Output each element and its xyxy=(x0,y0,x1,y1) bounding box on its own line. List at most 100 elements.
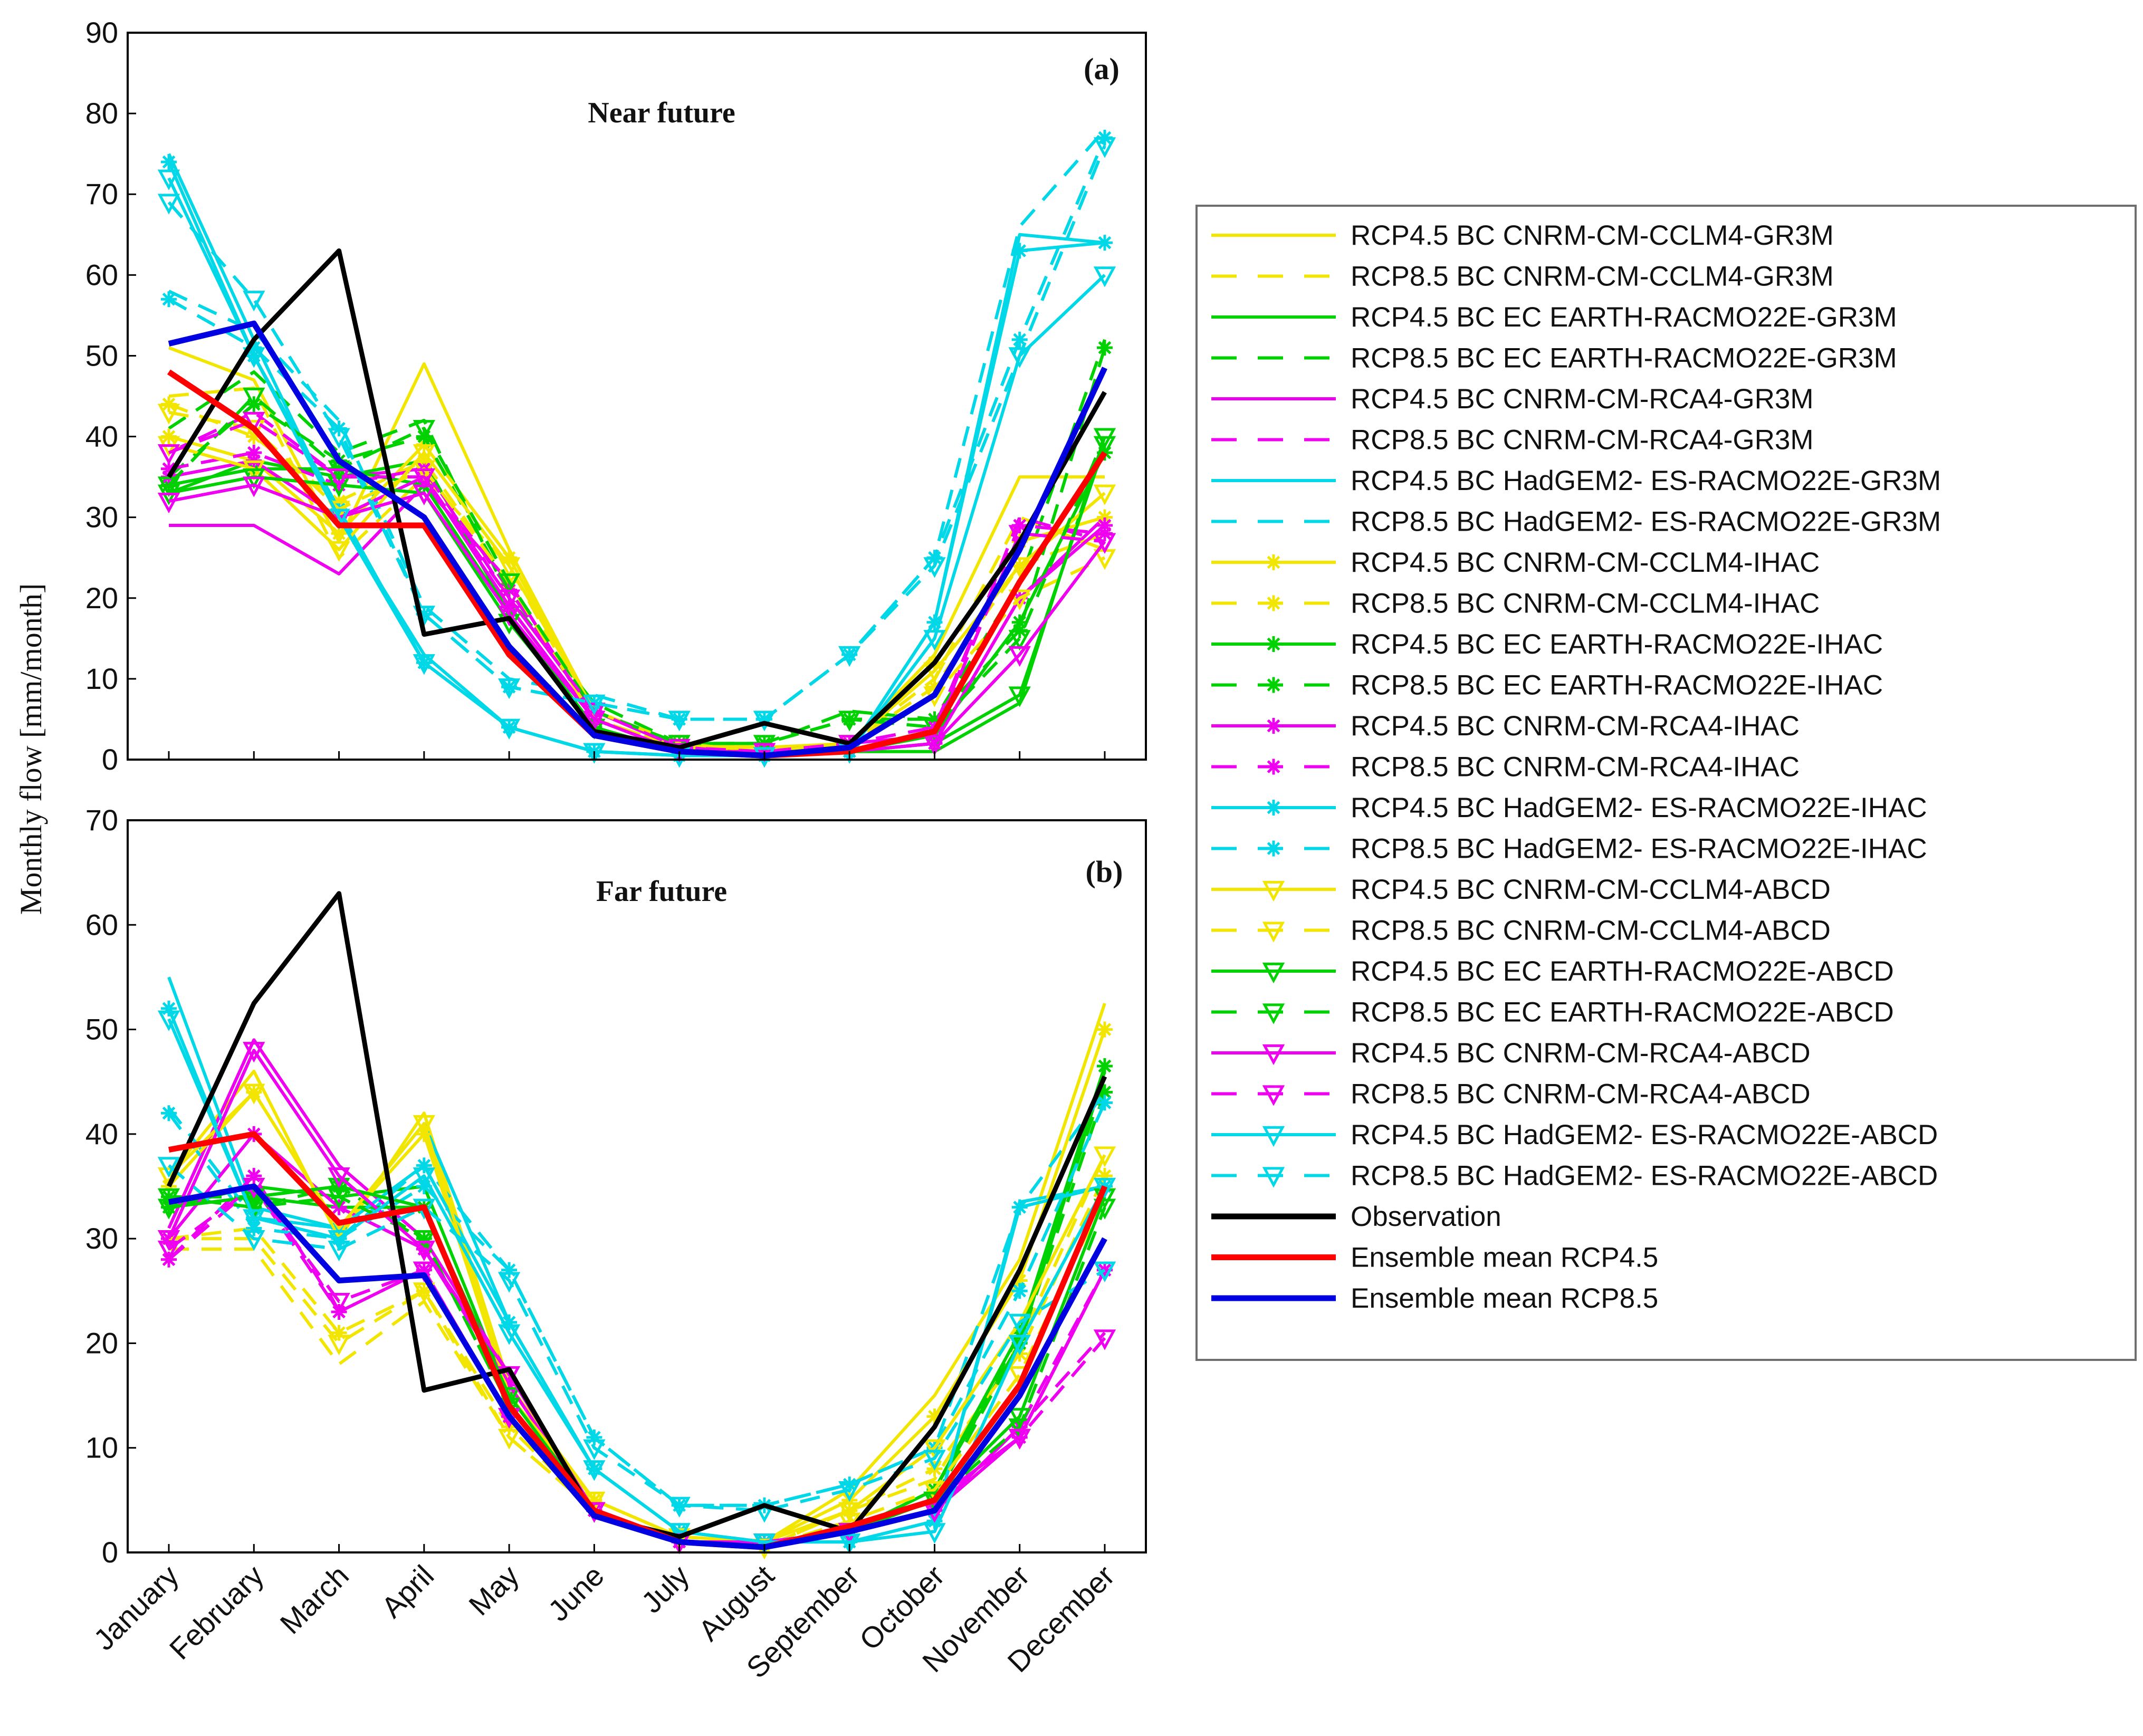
data-point-marker xyxy=(331,525,347,542)
series-0-7 xyxy=(168,128,1106,721)
data-point-marker xyxy=(923,557,946,578)
data-point-marker xyxy=(1097,1168,1113,1184)
data-point-marker xyxy=(498,1272,521,1293)
panel-b-plot-area xyxy=(128,820,1146,1552)
data-point-marker xyxy=(838,1481,861,1502)
legend-label: RCP4.5 BC EC EARTH-RACMO22E-IHAC xyxy=(1351,629,1883,660)
legend-marker-sample xyxy=(1262,922,1285,943)
legend-label: RCP4.5 BC CNRM-CM-CCLM4-IHAC xyxy=(1351,547,1820,578)
y-tick-label: 80 xyxy=(85,97,118,130)
data-point-marker xyxy=(413,1115,436,1136)
legend-label: RCP4.5 BC CNRM-CM-RCA4-IHAC xyxy=(1351,711,1800,742)
series-line xyxy=(167,395,1106,745)
data-point-marker xyxy=(583,703,606,724)
data-point-marker xyxy=(668,711,691,732)
data-point-marker xyxy=(1008,686,1031,707)
legend-label: RCP8.5 BC CNRM-CM-RCA4-ABCD xyxy=(1351,1079,1811,1110)
series-line xyxy=(167,177,1106,757)
legend-label: RCP8.5 BC CNRM-CM-CCLM4-IHAC xyxy=(1351,588,1820,619)
data-point-marker xyxy=(328,1188,350,1209)
data-point-marker xyxy=(328,541,350,562)
data-point-marker xyxy=(416,1283,432,1299)
data-point-marker xyxy=(243,291,265,312)
data-point-marker xyxy=(413,1230,436,1251)
y-tick-label: 60 xyxy=(85,258,118,291)
data-point-marker xyxy=(328,468,350,490)
data-point-marker xyxy=(413,420,436,441)
series-line xyxy=(167,145,1106,721)
data-point-marker xyxy=(923,630,946,651)
legend-item-20: RCP4.5 BC CNRM-CM-RCA4-ABCD xyxy=(1211,1038,1811,1069)
data-point-marker xyxy=(161,154,177,170)
data-point-marker xyxy=(1093,1329,1116,1350)
data-point-marker xyxy=(1093,1198,1116,1220)
legend-item-2: RCP4.5 BC EC EARTH-RACMO22E-GR3M xyxy=(1211,302,1897,333)
data-point-marker xyxy=(157,1188,180,1209)
data-point-marker xyxy=(161,1000,177,1016)
series-0-23 xyxy=(157,137,1116,732)
legend-label: RCP8.5 BC EC EARTH-RACMO22E-ABCD xyxy=(1351,997,1894,1028)
data-point-marker xyxy=(328,428,350,449)
data-point-marker xyxy=(161,291,177,308)
data-point-marker xyxy=(838,1502,861,1523)
data-point-marker xyxy=(157,404,180,425)
data-point-marker xyxy=(838,711,861,732)
series-line xyxy=(169,1154,1106,1549)
legend-item-5: RCP8.5 BC CNRM-CM-RCA4-GR3M xyxy=(1211,425,1814,456)
data-point-marker xyxy=(1097,1084,1113,1100)
data-point-marker xyxy=(1097,1058,1113,1074)
data-point-marker xyxy=(498,718,521,740)
legend-item-16: RCP4.5 BC CNRM-CM-CCLM4-ABCD xyxy=(1211,874,1831,905)
y-tick-label: 0 xyxy=(102,1536,118,1569)
data-point-marker xyxy=(328,1240,350,1262)
legend-item-21: RCP8.5 BC CNRM-CM-RCA4-ABCD xyxy=(1211,1079,1811,1110)
data-point-marker xyxy=(328,1335,350,1356)
legend-marker-sample xyxy=(1266,595,1281,611)
data-point-marker xyxy=(753,1533,776,1555)
data-point-marker xyxy=(923,1450,946,1471)
legend-label: Ensemble mean RCP4.5 xyxy=(1351,1242,1658,1273)
y-tick-label: 60 xyxy=(85,908,118,941)
legend-item-10: RCP4.5 BC EC EARTH-RACMO22E-IHAC xyxy=(1211,629,1883,660)
legend-item-23: RCP8.5 BC HadGEM2- ES-RACMO22E-ABCD xyxy=(1211,1160,1938,1192)
data-point-marker xyxy=(1008,347,1031,368)
legend-marker-sample xyxy=(1266,718,1281,734)
data-point-marker xyxy=(243,1230,265,1251)
data-point-marker xyxy=(243,1209,265,1230)
legend-box xyxy=(1195,205,2137,1361)
data-point-marker xyxy=(923,1439,946,1460)
legend-item-8: RCP4.5 BC CNRM-CM-CCLM4-IHAC xyxy=(1211,547,1820,578)
legend-label: RCP4.5 BC HadGEM2- ES-RACMO22E-GR3M xyxy=(1351,465,1941,496)
legend-marker-sample xyxy=(1262,962,1285,984)
data-point-marker xyxy=(1093,428,1116,449)
series-1-22 xyxy=(157,1010,1116,1555)
legend-item-25: Ensemble mean RCP4.5 xyxy=(1211,1242,1658,1273)
series-line xyxy=(168,1183,1107,1550)
panel-a-axes-box xyxy=(127,32,1147,761)
data-point-marker xyxy=(1011,1272,1028,1289)
legend-label: RCP4.5 BC HadGEM2- ES-RACMO22E-IHAC xyxy=(1351,792,1927,823)
data-point-marker xyxy=(1011,614,1028,630)
legend-item-1: RCP8.5 BC CNRM-CM-CCLM4-GR3M xyxy=(1211,261,1834,292)
data-point-marker xyxy=(1093,1261,1116,1282)
data-point-marker xyxy=(1011,1199,1028,1215)
data-point-marker xyxy=(668,1497,691,1518)
data-point-marker xyxy=(498,573,521,594)
legend-item-26: Ensemble mean RCP8.5 xyxy=(1211,1283,1658,1314)
data-point-marker xyxy=(498,589,521,610)
data-point-marker xyxy=(161,461,177,477)
legend-marker-sample xyxy=(1266,636,1281,652)
data-point-marker xyxy=(753,711,776,732)
data-point-marker xyxy=(1093,137,1116,158)
legend-label: RCP8.5 BC CNRM-CM-RCA4-GR3M xyxy=(1351,425,1814,456)
data-point-marker xyxy=(157,1230,180,1251)
legend-label: Observation xyxy=(1351,1201,1501,1232)
data-point-marker xyxy=(413,1261,436,1282)
data-point-marker xyxy=(157,1010,180,1031)
data-point-marker xyxy=(157,444,180,465)
legend-marker-sample xyxy=(1266,800,1281,816)
data-point-marker xyxy=(838,1533,861,1555)
legend-label: RCP4.5 BC CNRM-CM-RCA4-GR3M xyxy=(1351,383,1814,415)
data-point-marker xyxy=(583,1460,606,1481)
